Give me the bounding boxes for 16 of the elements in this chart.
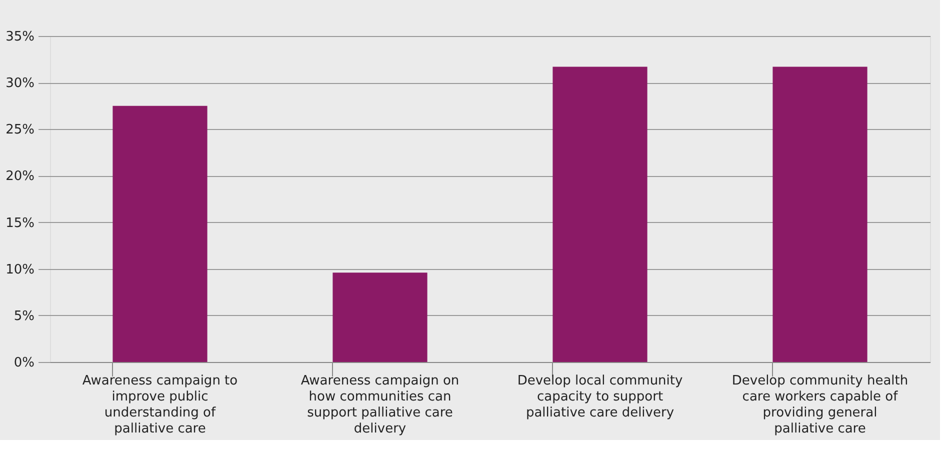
y-tick-label: 25% — [6, 122, 34, 138]
x-tick-label: Awareness campaign on how communities can support palliative care delivery — [300, 374, 460, 436]
bar — [332, 272, 428, 362]
y-tick-label: 0% — [14, 356, 34, 370]
y-tick-label: 30% — [6, 76, 34, 92]
bar — [772, 66, 868, 362]
x-tick-label: Awareness campaign to improve public understanding of palliative care — [82, 374, 238, 436]
y-tick-label: 20% — [6, 169, 34, 184]
y-tick-label: 15% — [6, 216, 34, 231]
x-tick-label: Develop local community capacity to support palliative care delivery — [517, 374, 683, 420]
bar — [112, 106, 208, 362]
bar — [552, 66, 648, 362]
y-tick-label: 10% — [6, 262, 34, 278]
x-tick-label: Develop community health care workers capable of providing general palliative care — [732, 374, 908, 436]
y-tick-label: 5% — [14, 308, 34, 324]
y-tick-label: 35% — [6, 30, 34, 44]
